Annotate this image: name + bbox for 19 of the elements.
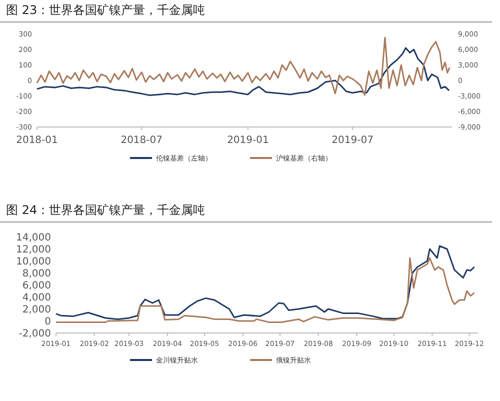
y-tick-label: 0 bbox=[44, 316, 51, 328]
x-tick-label: 2018-01 bbox=[16, 135, 58, 146]
y-tick-label: 2,000 bbox=[22, 304, 51, 316]
chart-title: 图 24：世界各国矿镍产量，千金属吨 bbox=[6, 203, 206, 217]
x-tick-label: 2019-07 bbox=[332, 135, 374, 146]
y-tick-label: 10,000 bbox=[16, 256, 51, 268]
line-series bbox=[55, 257, 476, 323]
y-tick-label: 12,000 bbox=[16, 244, 51, 256]
x-tick-label: 2018-07 bbox=[120, 135, 163, 146]
line-series bbox=[36, 47, 450, 96]
y-tick-label: 4,000 bbox=[22, 292, 51, 304]
y-tick-label: 8,000 bbox=[22, 268, 51, 280]
y-tick-label: 6,000 bbox=[22, 280, 51, 292]
y-tick-label: 14,000 bbox=[16, 232, 51, 244]
line-series bbox=[36, 36, 450, 96]
x-tick-label: 2019-01 bbox=[227, 135, 269, 146]
y-tick-label: -2,000 bbox=[18, 328, 51, 340]
line-series bbox=[55, 245, 476, 320]
chart-title: 图 23：世界各国矿镍产量，千金属吨 bbox=[6, 3, 206, 17]
